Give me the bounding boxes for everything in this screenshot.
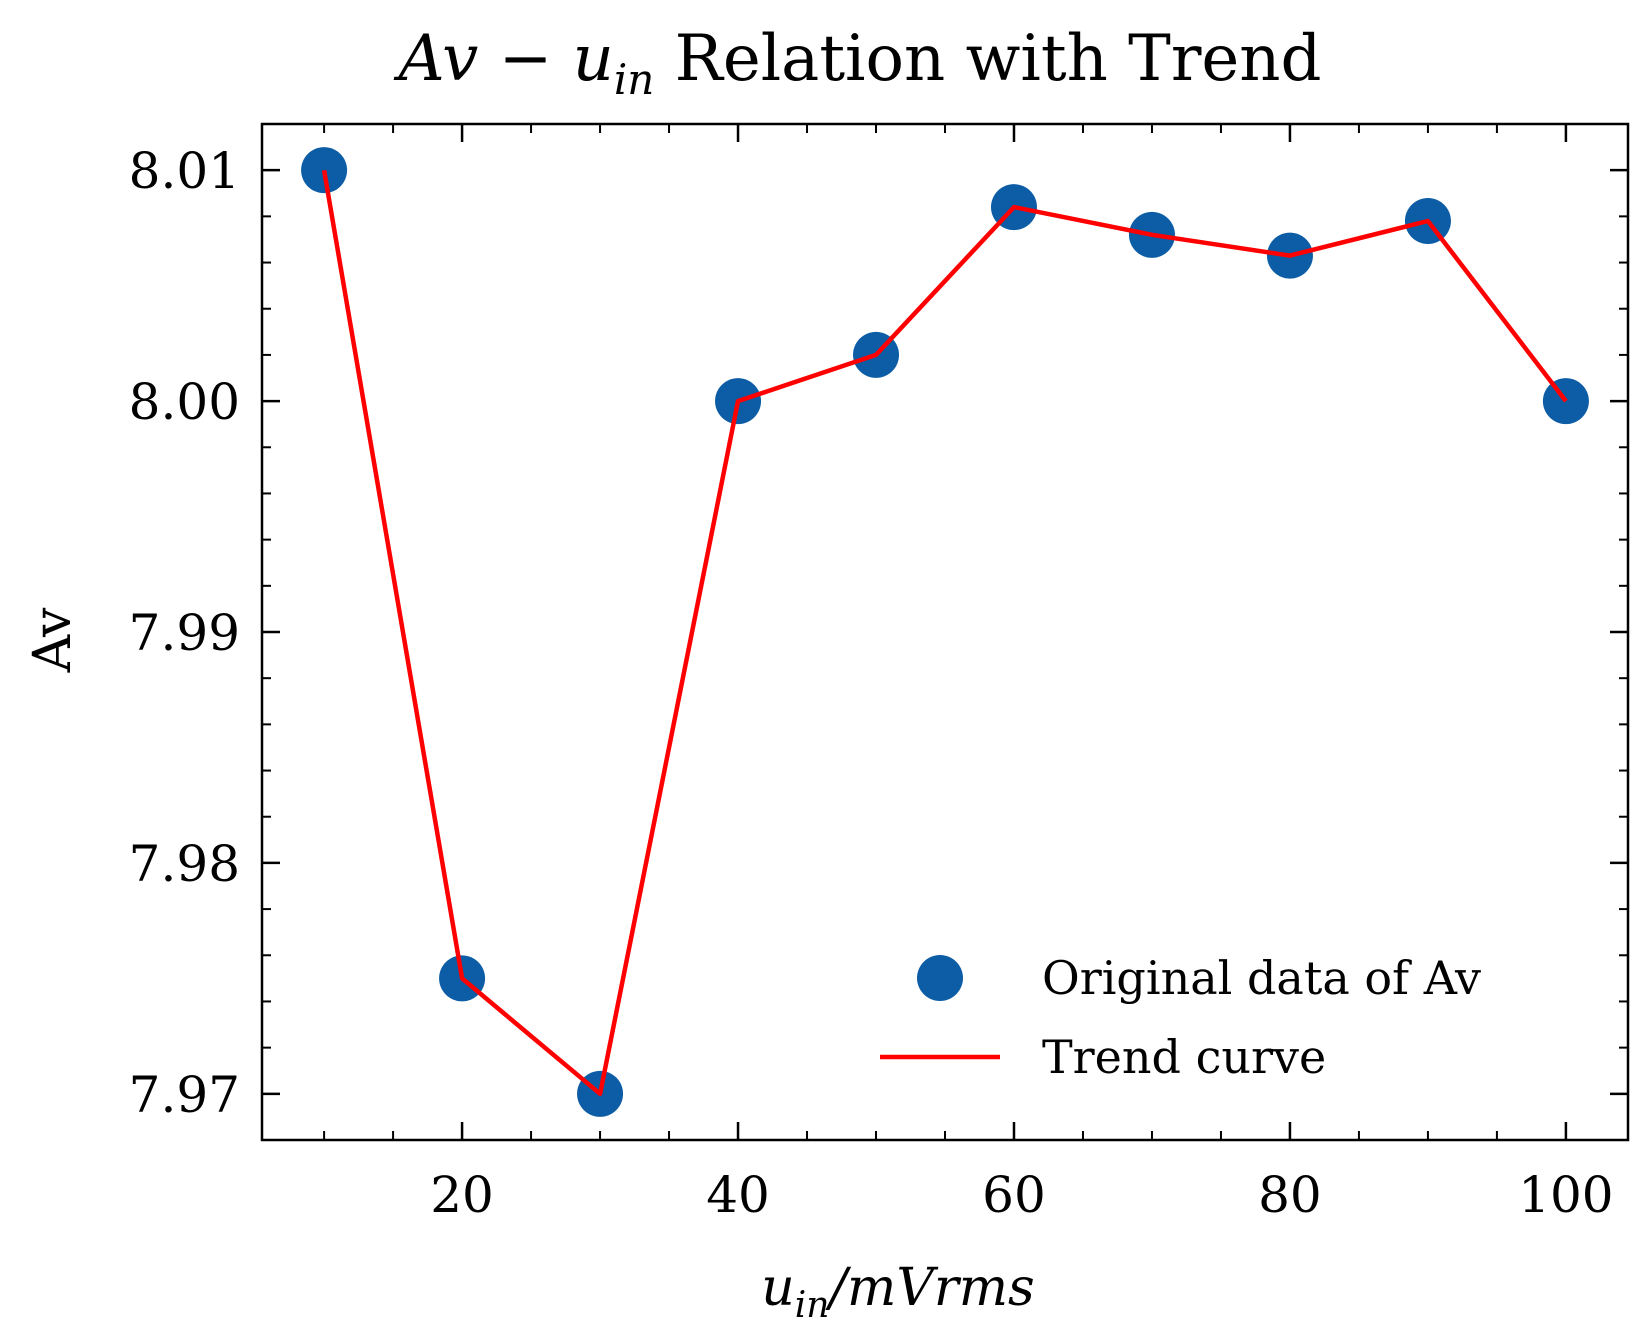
x-tick-label: 20 xyxy=(430,1166,494,1224)
series-layer xyxy=(301,147,1589,1117)
chart-title-text: Av − uin Relation with Trend xyxy=(394,22,1322,104)
plot-frame xyxy=(260,122,1630,1142)
trend-line xyxy=(321,169,1568,1097)
x-tick-label: 40 xyxy=(706,1166,770,1224)
legend-label-scatter: Original data of Av xyxy=(1042,951,1481,1005)
x-tick-label: 80 xyxy=(1258,1166,1322,1224)
chart-title-main: Av − u xyxy=(394,22,614,96)
y-axis-label: Av xyxy=(23,607,83,673)
y-tick-label: 8.00 xyxy=(129,373,240,431)
x-axis-label-main: u xyxy=(761,1258,795,1318)
chart-title-subscript: in xyxy=(614,55,654,104)
y-tick-label: 8.01 xyxy=(129,142,240,200)
legend-marker-scatter xyxy=(917,955,963,1001)
x-axis-label-text: uin/mVrms xyxy=(761,1258,1034,1326)
x-tick-label: 100 xyxy=(1518,1166,1613,1224)
y-tick-label: 7.98 xyxy=(129,835,240,893)
chart-title-rest: Relation with Trend xyxy=(654,22,1321,96)
x-axis-label-subscript: in xyxy=(795,1285,830,1326)
x-tick-label: 60 xyxy=(982,1166,1046,1224)
x-axis-label: uin/mVrms xyxy=(761,1258,1034,1326)
axis-tick-labels: 20 40 60 80 100 7.97 7.98 7.99 8.00 8.01 xyxy=(129,142,1614,1224)
legend-label-line: Trend curve xyxy=(1042,1030,1326,1084)
legend: Original data of Av Trend curve xyxy=(880,951,1481,1084)
y-axis-label-text: Av xyxy=(23,607,83,673)
x-axis-label-rest: /mVrms xyxy=(824,1258,1034,1318)
y-tick-label: 7.99 xyxy=(129,604,240,662)
y-tick-label: 7.97 xyxy=(129,1066,240,1124)
data-point xyxy=(301,147,348,194)
chart-title: Av − uin Relation with Trend xyxy=(394,22,1322,104)
